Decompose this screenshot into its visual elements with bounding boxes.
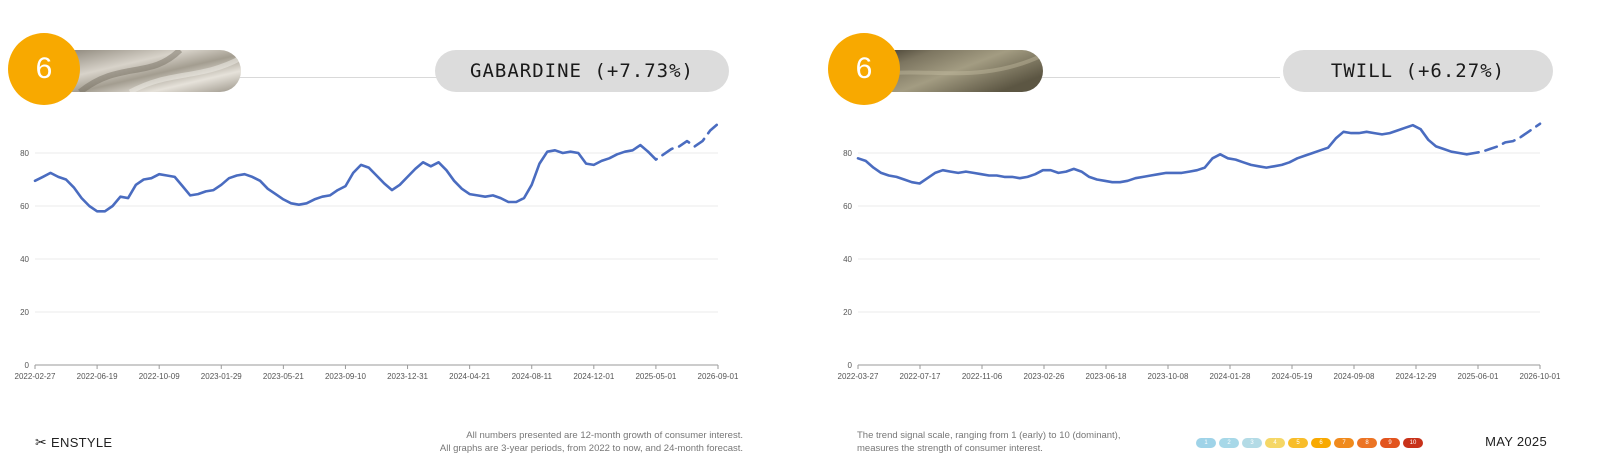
scale-chip-7: 7 — [1334, 438, 1354, 448]
x-tick-label: 2025-05-01 — [635, 372, 676, 381]
y-tick-label: 40 — [843, 255, 852, 264]
x-tick-label: 2023-01-29 — [201, 372, 242, 381]
scale-chip-10: 10 — [1403, 438, 1423, 448]
footer: ✂ ENSTYLE All numbers presented are 12-m… — [0, 418, 1600, 475]
x-tick-label: 2022-03-27 — [838, 372, 879, 381]
gabardine-fabric-swatch — [60, 50, 241, 92]
x-tick-label: 2024-05-19 — [1272, 372, 1313, 381]
scale-chip-4: 4 — [1265, 438, 1285, 448]
scale-chip-2: 2 — [1219, 438, 1239, 448]
x-tick-label: 2025-06-01 — [1458, 372, 1499, 381]
y-tick-label: 80 — [843, 149, 852, 158]
header-connector-line — [200, 77, 440, 78]
y-tick-label: 20 — [20, 308, 29, 317]
trend-score-badge: 6 — [8, 33, 80, 105]
x-tick-label: 2024-09-08 — [1334, 372, 1375, 381]
trend-panel-twill: 6 TWILL (+6.27%) 0 20 40 60 80 2022-03-27 2022… — [820, 0, 1600, 400]
footer-note-line: All graphs are 3-year periods, from 2022… — [439, 442, 743, 454]
trend-title-pill: TWILL (+6.27%) — [1283, 50, 1553, 92]
x-tick-label: 2023-02-26 — [1024, 372, 1065, 381]
scale-chip-8: 8 — [1357, 438, 1377, 448]
y-tick-label: 0 — [848, 361, 853, 370]
brand-name: ENSTYLE — [51, 435, 113, 450]
footer-note-line: All numbers presented are 12-month growt… — [466, 430, 743, 441]
x-tick-label: 2023-05-21 — [263, 372, 304, 381]
forecast-line — [1465, 122, 1542, 156]
x-tick-label: 2024-12-29 — [1396, 372, 1437, 381]
x-tick-label: 2026-09-01 — [698, 372, 739, 381]
header-connector-line — [1020, 77, 1280, 78]
footer-note-scale: The trend signal scale, ranging from 1 (… — [857, 430, 1121, 455]
x-tick-label: 2024-08-11 — [512, 372, 553, 381]
report-date: MAY 2025 — [1485, 434, 1547, 449]
x-tick-label: 2022-07-17 — [900, 372, 941, 381]
x-tick-label: 2023-10-08 — [1148, 372, 1189, 381]
trend-panel-gabardine: 6 GABARDINE (+7.73%) 0 20 40 60 80 2022-02-27… — [0, 0, 800, 400]
forecast-line — [646, 122, 720, 161]
x-tick-label: 2026-10-01 — [1520, 372, 1561, 381]
x-tick-label: 2023-12-31 — [387, 372, 428, 381]
x-tick-label: 2024-04-21 — [449, 372, 490, 381]
x-tick-label: 2022-11-06 — [962, 372, 1003, 381]
scale-chip-6: 6 — [1311, 438, 1331, 448]
trend-line-chart: 0 20 40 60 80 2022-03-27 2022-07-17 2022-11-06 2… — [838, 122, 1561, 381]
y-tick-label: 80 — [20, 149, 29, 158]
scale-chip-9: 9 — [1380, 438, 1400, 448]
footer-note-line: measures the strength of consumer intere… — [857, 442, 1043, 454]
y-tick-label: 0 — [25, 361, 30, 370]
x-tick-label: 2023-06-18 — [1086, 372, 1127, 381]
x-tick-label: 2022-06-19 — [77, 372, 118, 381]
x-tick-label: 2024-01-28 — [1210, 372, 1251, 381]
history-line — [33, 143, 650, 213]
trend-score-badge: 6 — [828, 33, 900, 105]
y-tick-label: 40 — [20, 255, 29, 264]
x-tick-label: 2024-12-01 — [573, 372, 614, 381]
trend-line-chart: 0 20 40 60 80 2022-02-27 2022-06-19 2022-10-09 2… — [15, 122, 739, 381]
y-tick-label: 60 — [20, 202, 29, 211]
footer-note-line: The trend signal scale, ranging from 1 (… — [857, 430, 1121, 441]
gabardine-fabric-image — [60, 50, 241, 92]
footer-note-methodology: All numbers presented are 12-month growt… — [440, 430, 743, 455]
y-tick-label: 20 — [843, 308, 852, 317]
x-tick-label: 2022-02-27 — [15, 372, 56, 381]
x-tick-label: 2022-10-09 — [139, 372, 180, 381]
x-tick-label: 2023-09-10 — [325, 372, 366, 381]
scale-chip-1: 1 — [1196, 438, 1216, 448]
trend-title-pill: GABARDINE (+7.73%) — [435, 50, 729, 92]
history-line — [856, 123, 1469, 185]
y-tick-label: 60 — [843, 202, 852, 211]
scale-chip-5: 5 — [1288, 438, 1308, 448]
scale-chip-3: 3 — [1242, 438, 1262, 448]
brand-logo: ✂ ENSTYLE — [35, 434, 112, 451]
scissors-icon: ✂ — [35, 434, 48, 450]
trend-signal-scale: 1 2 3 4 5 6 7 8 9 10 — [1196, 438, 1423, 448]
